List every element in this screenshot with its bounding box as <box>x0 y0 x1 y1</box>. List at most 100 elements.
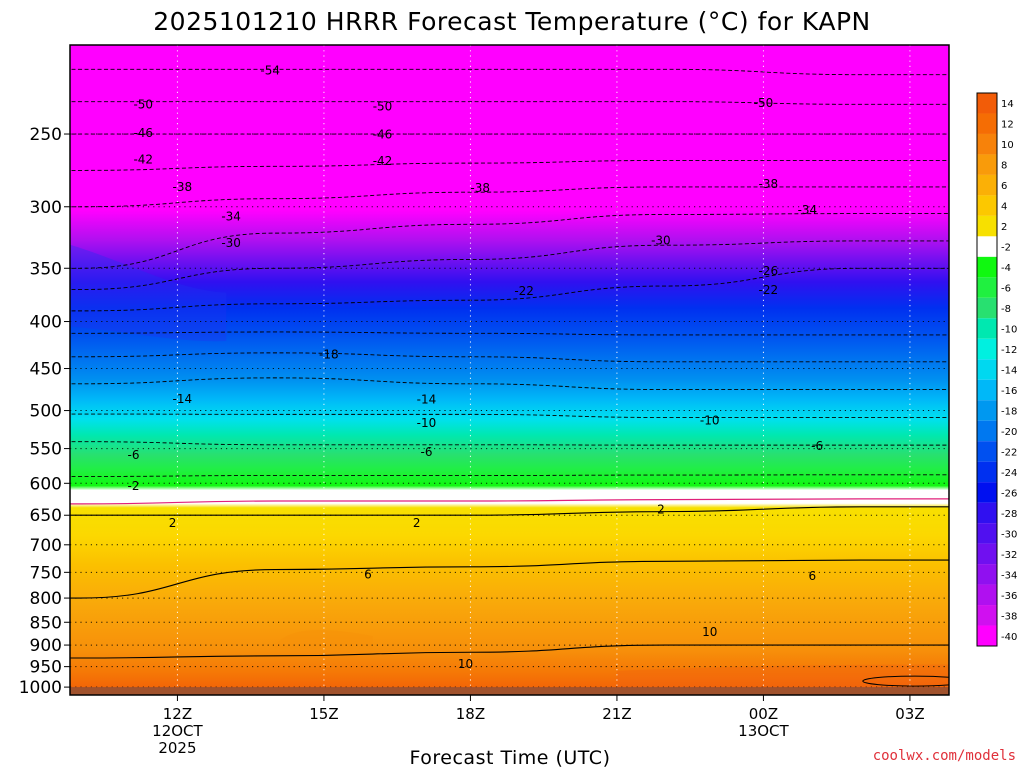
below-ground-fill-rect <box>70 687 949 695</box>
contour-label: -6 <box>420 445 432 459</box>
isotherm-m14 <box>70 377 949 390</box>
x-tick-label: 18Z <box>456 705 485 723</box>
contour-label: -34 <box>221 209 241 223</box>
contour-label: -50 <box>373 99 393 113</box>
colorbar-swatch <box>977 93 997 114</box>
contour-label: 2 <box>657 503 665 517</box>
isotherm-m22 <box>70 331 949 336</box>
colorbar-swatch <box>977 236 997 257</box>
x-axis-title: Forecast Time (UTC) <box>410 747 611 768</box>
colorbar-label: -12 <box>1001 345 1017 356</box>
colorbar-swatch <box>977 482 997 503</box>
contour-label-text: -22 <box>759 283 779 297</box>
plot-frame <box>69 44 950 696</box>
contour-label: 2 <box>169 516 177 530</box>
colorbar-label: -18 <box>1001 406 1017 417</box>
contour-label-text: -50 <box>133 98 153 112</box>
contour-label-text: -2 <box>127 479 139 493</box>
contour-label-text: -10 <box>417 416 437 430</box>
colorbar-swatch <box>977 605 997 626</box>
contour-label: -38 <box>173 180 193 194</box>
colorbar-swatch <box>977 461 997 483</box>
colorbar-swatch <box>977 133 997 155</box>
colorbar-label: -10 <box>1001 325 1017 336</box>
y-tick-label: 450 <box>30 360 62 380</box>
colorbar-label: -26 <box>1001 488 1017 499</box>
y-tick-label: 1000 <box>19 678 62 698</box>
contour-label-text: 2 <box>413 516 421 530</box>
contour-label: -50 <box>133 98 153 112</box>
contour-label: -2 <box>127 479 139 493</box>
colorbar-label: -40 <box>1001 632 1017 643</box>
colorbar-label: -16 <box>1001 386 1017 397</box>
colorbar-swatch <box>977 420 997 442</box>
contour-label: -38 <box>470 181 490 195</box>
contour-label: -6 <box>127 448 139 462</box>
colorbar-swatch <box>977 174 997 196</box>
below-ground-fill <box>70 687 949 695</box>
colorbar-swatch <box>977 256 997 278</box>
colorbar-swatch <box>977 154 997 175</box>
colorbar-label: 14 <box>1001 99 1014 110</box>
colorbar-swatch <box>977 400 997 421</box>
colorbar-swatch <box>977 359 997 380</box>
contour-label: -50 <box>754 96 774 110</box>
isotherm-m54 <box>70 68 949 76</box>
colorbar-label: -8 <box>1001 304 1011 315</box>
chart-title: 2025101210 HRRR Forecast Temperature (°C… <box>153 7 870 36</box>
contour-label-text: 6 <box>808 569 816 583</box>
isotherm-m38 <box>70 186 949 208</box>
colorbar-label: 2 <box>1001 222 1007 233</box>
cold-tongue-shade <box>70 244 227 342</box>
contour-labels: -54 -50 -50 -50 -46 -46 -42 -42 -38 -38 -38 -34 -34 -… <box>127 64 823 671</box>
isotherm-m50 <box>70 101 949 105</box>
contour-label-text: -38 <box>759 177 779 191</box>
x-tick-label: 03Z <box>895 705 924 723</box>
contour-label-text: 2 <box>657 503 665 517</box>
colorbar-swatch <box>977 113 997 134</box>
contour-label-text: -14 <box>417 393 437 407</box>
contour-label: -6 <box>811 439 823 453</box>
y-tick-label: 950 <box>30 658 62 678</box>
contour-label-text: -30 <box>221 236 241 250</box>
colorbar-label: -22 <box>1001 447 1017 458</box>
contour-label-text: 6 <box>364 567 372 581</box>
colorbar-label: -20 <box>1001 427 1017 438</box>
colorbar-swatch <box>977 625 997 646</box>
colorbar-label: -34 <box>1001 570 1017 581</box>
colorbar-swatch <box>977 543 997 565</box>
colorbar-swatch <box>977 502 997 524</box>
contour-label-text: -10 <box>700 414 720 428</box>
contour-label: -26 <box>759 264 779 278</box>
y-tick-label: 300 <box>30 198 62 218</box>
colorbar-label: -14 <box>1001 366 1017 377</box>
contour-label: -54 <box>260 64 280 78</box>
colorbar-label: 8 <box>1001 161 1007 172</box>
x-tick-label: 12OCT <box>152 722 203 740</box>
isotherm-p10 <box>70 644 949 659</box>
x-tick-label: 21Z <box>602 705 631 723</box>
contour-label-text: -46 <box>133 126 153 140</box>
colorbar-label: -38 <box>1001 611 1017 622</box>
contour-label-text: -30 <box>651 233 671 247</box>
colorbar-swatch <box>977 523 997 544</box>
y-axis: 250 300 350 400 450 500 550 600 650 700 750 800 850 9… <box>19 125 70 698</box>
contour-label: -10 <box>417 416 437 430</box>
contour-label: -46 <box>133 126 153 140</box>
isotherm-p2 <box>70 506 949 516</box>
colorbar-swatch <box>977 379 997 401</box>
contour-label: -38 <box>759 177 779 191</box>
colorbar-label: 12 <box>1001 120 1014 131</box>
contour-label: 10 <box>458 657 473 671</box>
y-tick-label: 600 <box>30 474 62 494</box>
colorbar-label: -6 <box>1001 284 1011 295</box>
colorbar-label: -28 <box>1001 509 1017 520</box>
colorbar-swatch <box>977 195 997 216</box>
colorbar-frame <box>976 92 998 647</box>
colorbar-swatch <box>977 277 997 298</box>
contour-label-text: -42 <box>133 152 153 166</box>
contour-label: -14 <box>173 392 193 406</box>
contour-label: 10 <box>702 625 717 639</box>
